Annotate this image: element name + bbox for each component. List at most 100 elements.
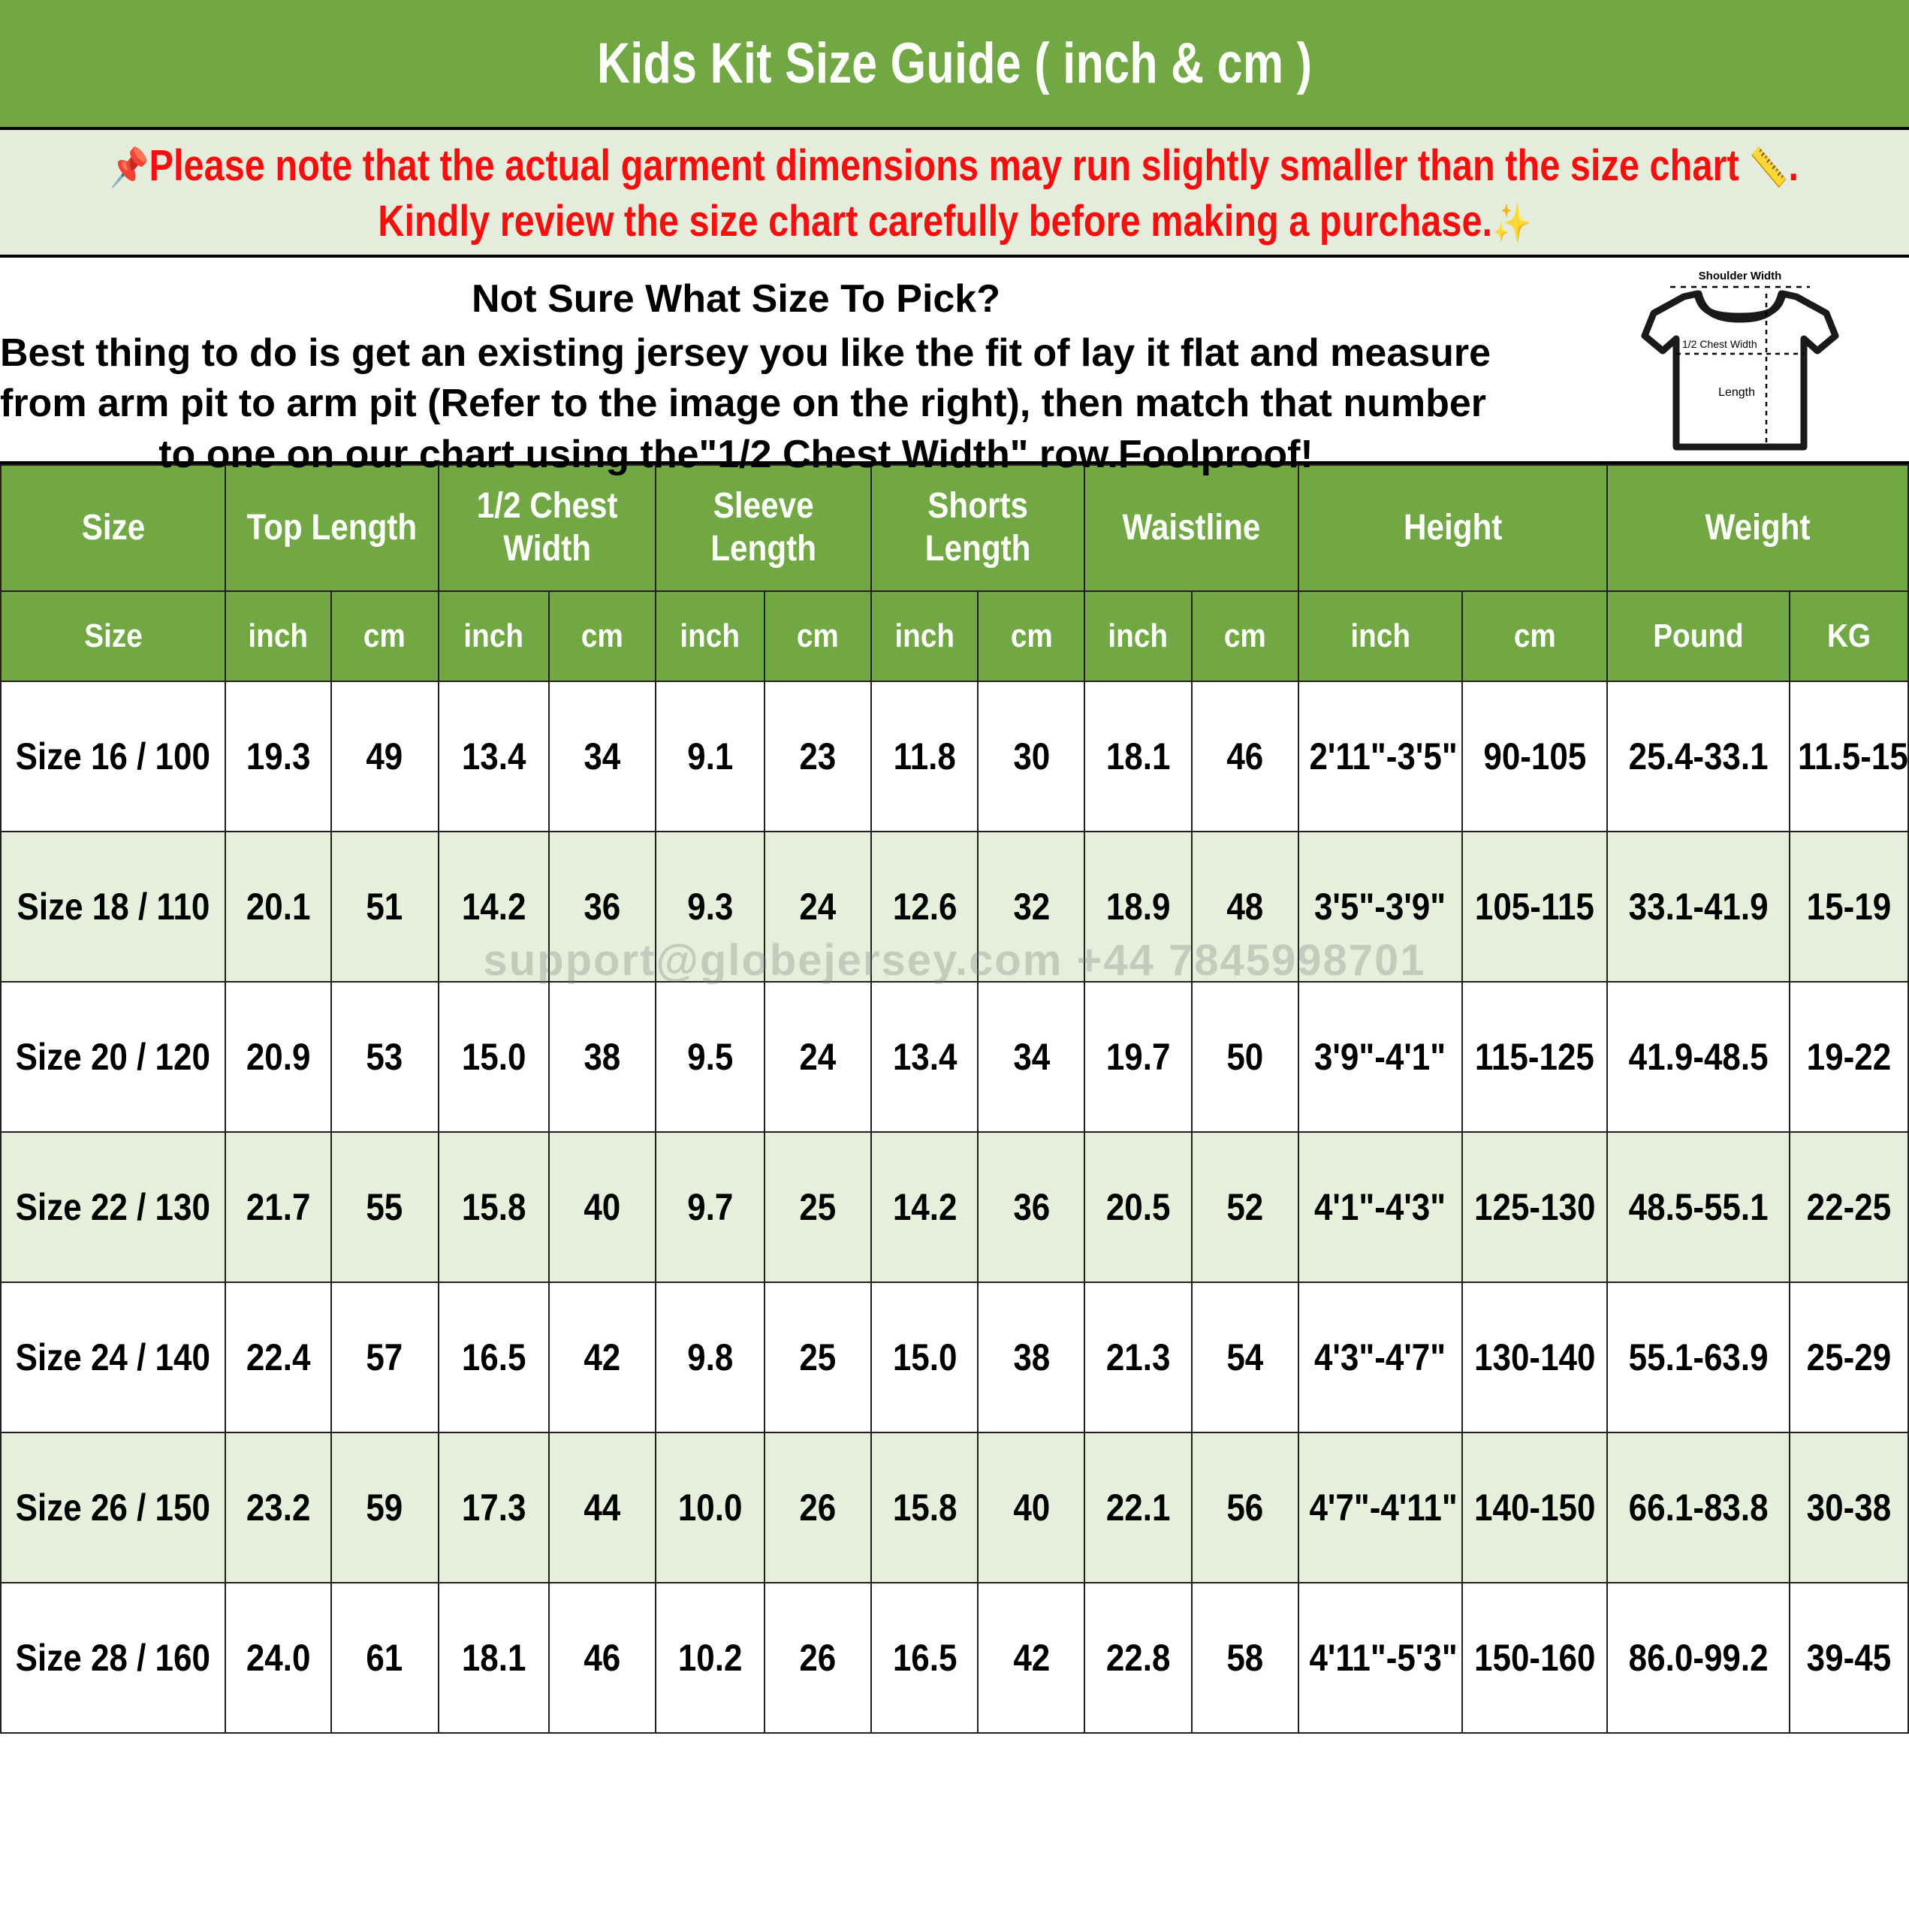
measurement-cell: 48.5-55.1 bbox=[1606, 1131, 1791, 1283]
measurement-cell: 9.5 bbox=[654, 981, 766, 1133]
guidance-heading: Not Sure What Size To Pick? bbox=[471, 277, 1000, 321]
size-name-cell: Size 20 / 120 bbox=[0, 981, 227, 1133]
cell-value: Size 16 / 100 bbox=[16, 735, 211, 777]
measurement-cell: 61 bbox=[330, 1582, 439, 1734]
measurement-cell: 55.1-63.9 bbox=[1606, 1281, 1791, 1433]
measurement-cell: 4'1"-4'3" bbox=[1297, 1131, 1463, 1283]
measurement-cell: 23 bbox=[764, 681, 873, 832]
shoulder-width-label: Shoulder Width bbox=[1699, 270, 1782, 282]
table-group-header-row: Size Top Length 1/2 Chest Width Sleeve Leng… bbox=[0, 464, 1909, 592]
cell-value: 36 bbox=[1012, 1186, 1050, 1228]
measurement-cell: 4'11"-5'3" bbox=[1297, 1582, 1463, 1734]
measurement-cell: 25 bbox=[764, 1131, 873, 1283]
column-unit-header-label: cm bbox=[1513, 617, 1556, 654]
cell-value: Size 26 / 150 bbox=[16, 1487, 211, 1529]
measurement-cell: 130-140 bbox=[1461, 1281, 1608, 1433]
column-group-header-label: Waistline bbox=[1122, 507, 1261, 548]
cell-value: 24.0 bbox=[246, 1637, 311, 1679]
size-name-cell: Size 24 / 140 bbox=[0, 1281, 227, 1433]
column-group-header-label: Shorts Length bbox=[924, 486, 1031, 569]
measurement-cell: 53 bbox=[330, 981, 439, 1133]
measurement-cell: 15-19 bbox=[1789, 831, 1909, 983]
cell-value: 13.4 bbox=[892, 1036, 958, 1078]
cell-value: 9.8 bbox=[686, 1336, 734, 1378]
measurement-cell: 14.2 bbox=[870, 1131, 979, 1283]
measurement-cell: 16.5 bbox=[870, 1582, 979, 1734]
measurement-cell: 18.1 bbox=[1084, 681, 1193, 832]
measurement-cell: 38 bbox=[547, 981, 657, 1133]
measurement-cell: 22.1 bbox=[1084, 1432, 1193, 1583]
cell-value: 10.2 bbox=[677, 1637, 743, 1679]
column-unit-header: cm bbox=[330, 590, 439, 682]
column-unit-header-label: inch bbox=[463, 617, 524, 654]
measurement-cell: 33.1-41.9 bbox=[1606, 831, 1791, 983]
measurement-cell: 66.1-83.8 bbox=[1606, 1432, 1791, 1583]
measurement-cell: 9.8 bbox=[654, 1281, 766, 1433]
measurement-cell: 40 bbox=[547, 1131, 657, 1283]
cell-value: 90-105 bbox=[1482, 735, 1586, 777]
measurement-cell: 56 bbox=[1190, 1432, 1299, 1583]
cell-value: 15.0 bbox=[892, 1336, 958, 1378]
cell-value: 14.2 bbox=[461, 886, 526, 928]
table-body: Size 16 / 100 19.3 49 13.4 34 9.1 23 11.8 30 18.1… bbox=[0, 681, 1909, 1734]
measurement-cell: 125-130 bbox=[1461, 1131, 1608, 1283]
measurement-cell: 15.0 bbox=[870, 1281, 979, 1433]
measurement-cell: 22.4 bbox=[225, 1281, 332, 1433]
column-group-header: Shorts Length bbox=[870, 464, 1086, 592]
cell-value: 48.5-55.1 bbox=[1628, 1186, 1769, 1228]
column-unit-header: cm bbox=[547, 590, 657, 682]
column-unit-header: KG bbox=[1789, 590, 1909, 682]
length-label: Length bbox=[1718, 386, 1755, 399]
cell-value: 46 bbox=[1226, 735, 1264, 777]
measurement-cell: 34 bbox=[977, 981, 1086, 1133]
cell-value: 61 bbox=[366, 1637, 403, 1679]
measurement-cell: 25-29 bbox=[1789, 1281, 1909, 1433]
column-unit-header-label: cm bbox=[797, 617, 840, 654]
measurement-cell: 24.0 bbox=[225, 1582, 332, 1734]
notice-band: 📌Please note that the actual garment dim… bbox=[0, 130, 1909, 258]
cell-value: 125-130 bbox=[1473, 1186, 1596, 1228]
cell-value: 39-45 bbox=[1806, 1637, 1892, 1679]
column-unit-header: cm bbox=[977, 590, 1086, 682]
measurement-cell: 51 bbox=[330, 831, 439, 983]
cell-value: 54 bbox=[1226, 1336, 1264, 1378]
cell-value: 26 bbox=[799, 1637, 837, 1679]
table-row: Size 18 / 110 20.1 51 14.2 36 9.3 24 12.6 32 18.9… bbox=[0, 831, 1909, 983]
cell-value: 130-140 bbox=[1473, 1336, 1596, 1378]
measurement-cell: 105-115 bbox=[1461, 831, 1608, 983]
cell-value: 56 bbox=[1226, 1487, 1264, 1529]
measurement-cell: 57 bbox=[330, 1281, 439, 1433]
cell-value: 15-19 bbox=[1806, 886, 1892, 928]
column-unit-header-label: Pound bbox=[1653, 617, 1744, 654]
column-unit-header-label: inch bbox=[1108, 617, 1169, 654]
cell-value: 55.1-63.9 bbox=[1628, 1336, 1769, 1378]
cell-value: 20.9 bbox=[246, 1036, 311, 1078]
cell-value: 15.0 bbox=[461, 1036, 526, 1078]
column-unit-header-label: cm bbox=[581, 617, 623, 654]
measurement-cell: 30 bbox=[977, 681, 1086, 832]
pushpin-icon: 📌 bbox=[110, 146, 149, 189]
measurement-cell: 2'11"-3'5" bbox=[1297, 681, 1463, 832]
column-unit-header-label: inch bbox=[1350, 617, 1410, 654]
measurement-cell: 25.4-33.1 bbox=[1606, 681, 1791, 832]
table-header: Size Top Length 1/2 Chest Width Sleeve Leng… bbox=[0, 464, 1909, 682]
guidance-section: Not Sure What Size To Pick? Best thing t… bbox=[0, 258, 1909, 476]
cell-value: 18.1 bbox=[461, 1637, 526, 1679]
measurement-cell: 22-25 bbox=[1789, 1131, 1909, 1283]
column-group-header: 1/2 Chest Width bbox=[437, 464, 657, 592]
cell-value: 52 bbox=[1226, 1186, 1264, 1228]
column-unit-header-label: Size bbox=[83, 617, 143, 654]
cell-value: 50 bbox=[1226, 1036, 1264, 1078]
cell-value: 11.8 bbox=[893, 735, 956, 777]
notice-line-1-tail: . bbox=[1788, 140, 1799, 190]
measurement-cell: 59 bbox=[330, 1432, 439, 1583]
measurement-cell: 13.4 bbox=[870, 981, 979, 1133]
cell-value: 19.3 bbox=[246, 735, 311, 777]
ruler-icon: 📏 bbox=[1749, 146, 1789, 189]
cell-value: 3'9"-4'1" bbox=[1314, 1036, 1446, 1078]
cell-value: 22.8 bbox=[1105, 1637, 1171, 1679]
column-group-header-label: Top Length bbox=[246, 507, 418, 548]
cell-value: 25-29 bbox=[1806, 1336, 1892, 1378]
cell-value: 25.4-33.1 bbox=[1628, 735, 1769, 777]
cell-value: 16.5 bbox=[892, 1637, 958, 1679]
